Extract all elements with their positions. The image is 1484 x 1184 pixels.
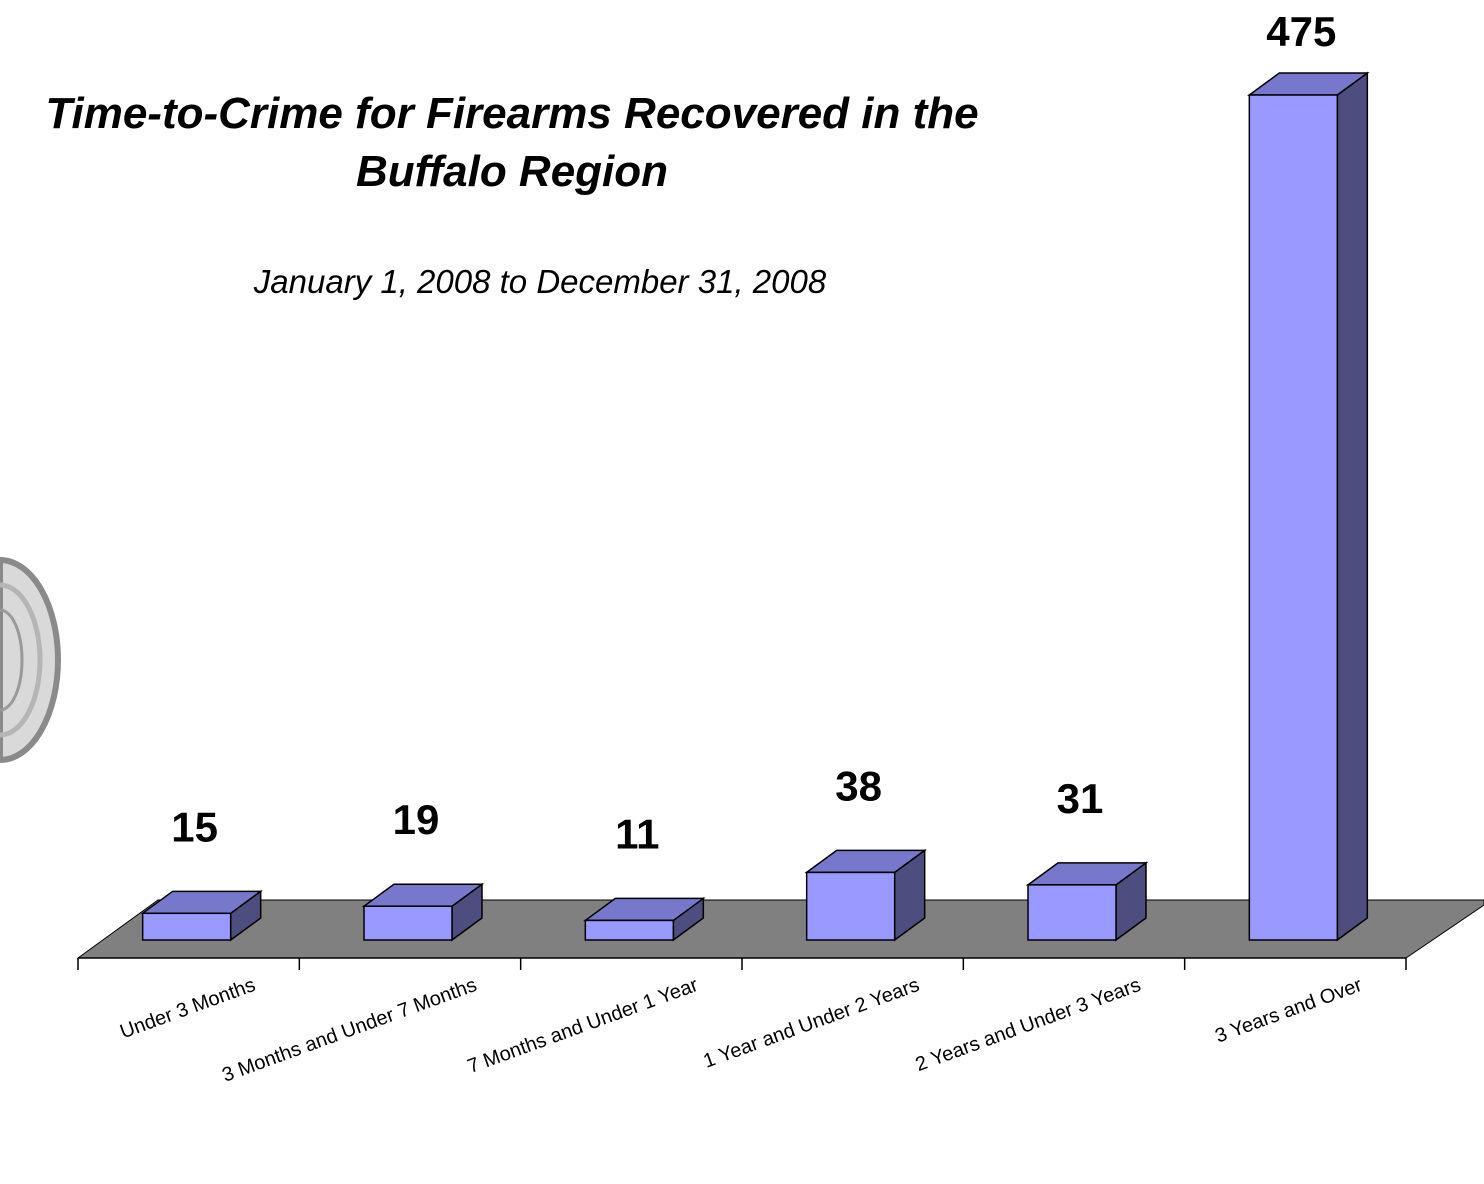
bar <box>140 889 263 942</box>
x-tick-label: 3 Months and Under 7 Months <box>219 974 479 1087</box>
data-label: 19 <box>393 796 440 843</box>
bar-front-face <box>363 905 453 941</box>
chart-title-line-1: Time-to-Crime for Firearms Recovered in … <box>45 89 978 138</box>
data-label: 38 <box>835 762 882 809</box>
data-label: 31 <box>1057 775 1104 822</box>
bar <box>1247 71 1370 942</box>
data-label: 11 <box>615 810 659 857</box>
x-tick-label: 1 Year and Under 2 Years <box>701 974 923 1073</box>
x-tick-label: 3 Years and Over <box>1212 974 1365 1048</box>
bar-front-face <box>805 871 896 941</box>
bar <box>1025 861 1149 942</box>
bar-front-face <box>584 919 675 941</box>
bar <box>583 896 706 942</box>
bar-front-face <box>1027 884 1117 941</box>
x-tick-label: 7 Months and Under 1 Year <box>465 974 702 1078</box>
x-tick-label: 2 Years and Under 3 Years <box>913 974 1144 1076</box>
bar-front-face <box>1248 94 1339 941</box>
bar <box>804 848 927 942</box>
chart-subtitle: January 1, 2008 to December 31, 2008 <box>253 263 827 300</box>
bar-side-face <box>1336 71 1369 942</box>
bar <box>361 882 485 942</box>
seal-emblem-partial <box>0 556 61 764</box>
bar-front-face <box>141 912 232 941</box>
chart-title-line-2: Buffalo Region <box>356 147 668 196</box>
data-label: 475 <box>1266 8 1336 55</box>
data-label: 15 <box>171 803 218 850</box>
x-tick-label: Under 3 Months <box>117 974 258 1043</box>
x-axis-ticks <box>77 958 1407 970</box>
value-labels: 15 19 11 38 31 475 <box>171 8 1336 857</box>
bar-series <box>140 71 1370 942</box>
